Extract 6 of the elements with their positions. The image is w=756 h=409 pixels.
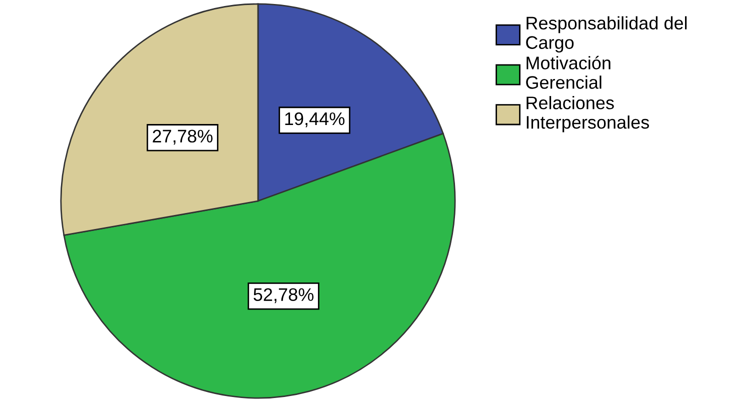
data-label: 19,44% <box>285 112 344 128</box>
legend-label: Motivación Gerencial <box>526 56 610 89</box>
data-label: 27,78% <box>152 130 213 145</box>
legend-label: Relaciones Interpersonales <box>526 96 650 132</box>
legend-label: Responsabilidad del Cargo <box>526 16 687 53</box>
data-label: 52,78% <box>254 288 314 304</box>
